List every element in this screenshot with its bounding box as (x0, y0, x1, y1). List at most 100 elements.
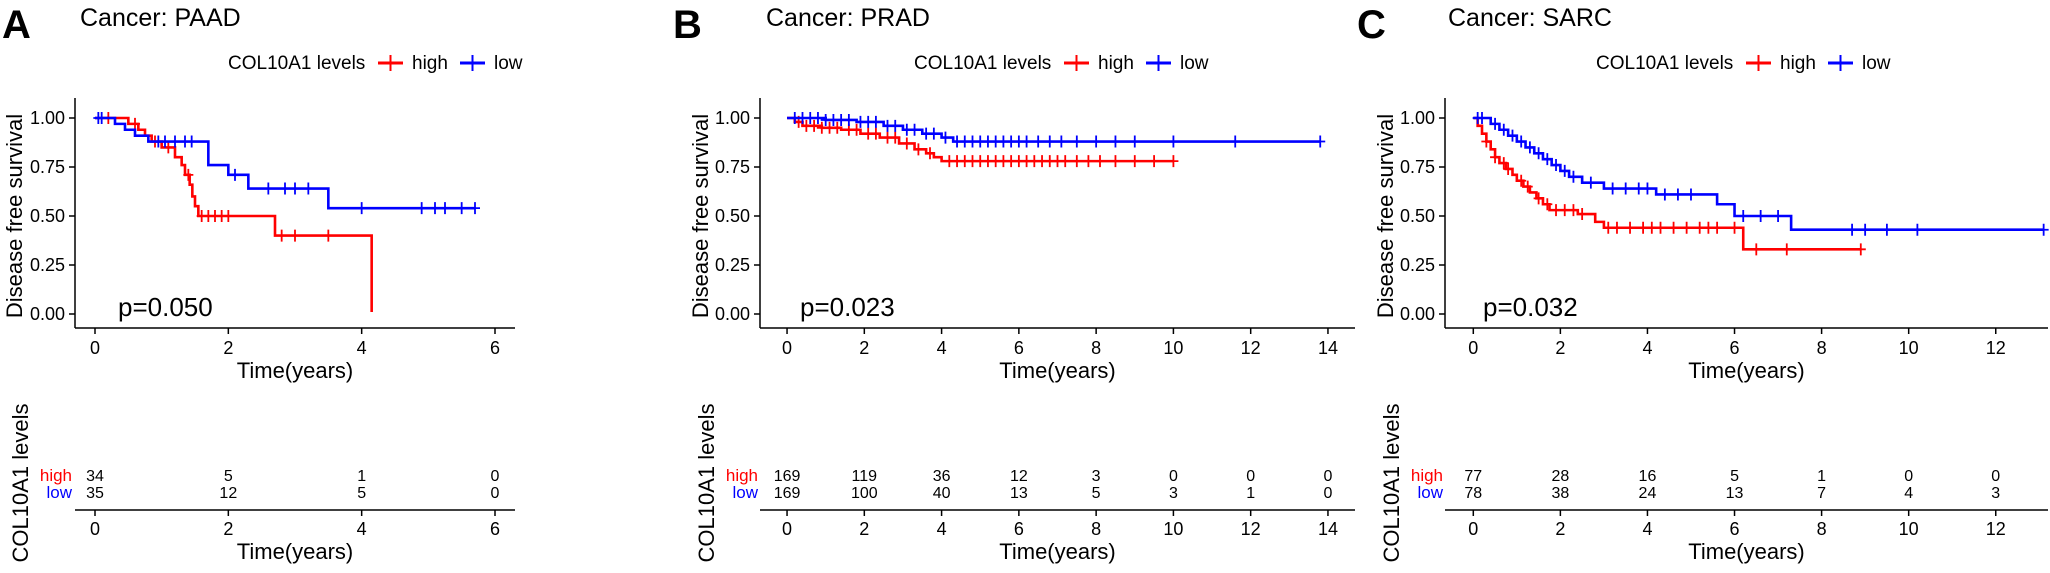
risk-y-title: COL10A1 levels (694, 404, 719, 563)
risk-count-high: 0 (1991, 468, 2000, 485)
censor-mark-high (1703, 221, 1714, 234)
censor-mark-low (1168, 135, 1179, 148)
risk-low-label: low (732, 483, 758, 502)
censor-mark-low (1230, 135, 1241, 148)
risk-x-tick-label: 0 (1468, 519, 1478, 539)
censor-mark-low (356, 202, 367, 215)
censor-mark-low (1044, 135, 1055, 148)
y-tick-label: 0.25 (715, 255, 750, 275)
survival-plot: 0.00 0.25 0.50 0.75 1.00 0 2 4 6 8 10 12 14 Time(year… (688, 98, 1355, 383)
censor-mark-low (1129, 135, 1140, 148)
risk-count-low: 38 (1551, 485, 1569, 502)
x-tick-label: 6 (1014, 338, 1024, 358)
y-tick-label: 0.75 (715, 157, 750, 177)
y-tick-label: 0.75 (1400, 157, 1435, 177)
y-tick-label: 0.00 (30, 304, 65, 324)
risk-count-high: 169 (774, 468, 801, 485)
x-tick-label: 8 (1091, 338, 1101, 358)
censor-mark-low (1091, 135, 1102, 148)
x-tick-label: 4 (937, 338, 947, 358)
censor-mark-high (1712, 221, 1723, 234)
censor-mark-high (1071, 155, 1082, 168)
risk-count-high: 119 (852, 468, 878, 485)
censor-mark-low (1033, 135, 1044, 148)
risk-count-high: 34 (86, 468, 104, 485)
panel-b: B Cancer: PRAD COL10A1 levels high low 0… (673, 3, 1355, 564)
risk-count-high: 0 (1324, 468, 1333, 485)
censor-mark-high (276, 229, 287, 242)
risk-high-label: high (1411, 466, 1443, 485)
censor-mark-high (1095, 155, 1105, 168)
x-axis-title: Time(years) (1688, 358, 1805, 383)
y-tick-label: 0.50 (30, 206, 65, 226)
censor-mark-low (812, 112, 823, 124)
risk-count-low: 100 (851, 485, 878, 502)
censor-mark-high (1729, 221, 1740, 234)
censor-mark-high (1168, 155, 1179, 168)
x-tick-label: 10 (1899, 338, 1919, 358)
censor-mark-low (1477, 112, 1488, 124)
risk-count-low: 13 (1010, 485, 1028, 502)
x-axis-title: Time(years) (237, 358, 354, 383)
risk-count-low: 7 (1817, 485, 1826, 502)
risk-high-label: high (40, 466, 72, 485)
censor-mark-high (1611, 221, 1622, 234)
censor-mark-high (901, 137, 912, 150)
censor-mark-low (263, 182, 274, 195)
censor-mark-low (940, 131, 951, 144)
risk-table: 077782283841624651381710041203Time(years… (1445, 468, 2048, 564)
y-tick-label: 0.25 (30, 255, 65, 275)
legend-title: COL10A1 levels (914, 53, 1051, 74)
y-tick-label: 1.00 (1400, 108, 1435, 128)
censor-mark-low (1507, 129, 1518, 142)
censor-mark-low (416, 202, 427, 215)
censor-mark-high (1625, 221, 1636, 234)
x-tick-label: 2 (859, 338, 869, 358)
risk-x-tick-label: 4 (1642, 519, 1652, 539)
censor-mark-high (925, 147, 935, 160)
risk-x-axis-title: Time(years) (237, 539, 354, 564)
legend-title: COL10A1 levels (228, 53, 365, 74)
censor-mark-high (1129, 155, 1140, 168)
risk-table: 016916921191004364061213835100312011400T… (760, 468, 1355, 564)
censor-mark-low (96, 112, 107, 124)
censor-mark-low (170, 135, 180, 148)
risk-low-label: low (46, 483, 72, 502)
panel-letter: C (1357, 3, 1386, 47)
censor-mark-low (470, 202, 480, 215)
censor-mark-low (1568, 170, 1579, 183)
censor-mark-low (1056, 135, 1067, 148)
censor-mark-low (890, 119, 901, 132)
legend: COL10A1 levels high low (228, 53, 523, 74)
legend-low-label: low (1862, 53, 1891, 74)
censor-mark-low (1607, 182, 1618, 195)
y-tick-label: 1.00 (30, 108, 65, 128)
censor-mark-high (1498, 157, 1509, 170)
censor-mark-low (440, 202, 450, 215)
p-value: p=0.050 (118, 292, 213, 322)
risk-count-low: 0 (491, 485, 500, 502)
censor-mark-low (1021, 135, 1032, 148)
censor-mark-high (1638, 221, 1649, 234)
censor-mark-high (1694, 221, 1705, 234)
censor-mark-low (1755, 210, 1766, 222)
censor-mark-low (1542, 153, 1553, 166)
y-tick-label: 0.50 (1400, 206, 1435, 226)
risk-y-title: COL10A1 levels (8, 404, 33, 563)
censor-mark-high (1503, 162, 1514, 175)
censor-mark-high (290, 229, 300, 242)
censor-mark-high (1751, 243, 1762, 256)
x-tick-label: 12 (1241, 338, 1261, 358)
censor-mark-high (1533, 192, 1544, 205)
risk-x-axis-title: Time(years) (1688, 539, 1805, 564)
risk-count-low: 3 (1991, 485, 2000, 502)
x-tick-label: 6 (1730, 338, 1740, 358)
risk-count-high: 0 (1246, 468, 1255, 485)
censor-mark-high (1516, 174, 1527, 187)
censor-mark-high (890, 131, 901, 144)
risk-count-low: 5 (1092, 485, 1101, 502)
censor-mark-low (1847, 223, 1858, 236)
censor-mark-high (1490, 151, 1501, 164)
p-value: p=0.032 (1483, 292, 1578, 322)
